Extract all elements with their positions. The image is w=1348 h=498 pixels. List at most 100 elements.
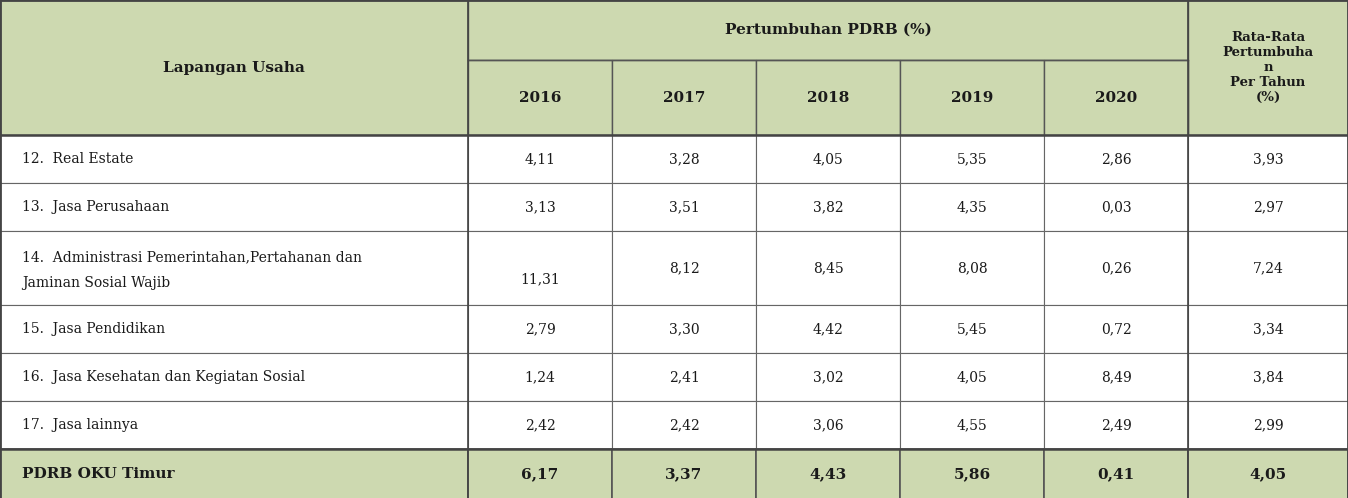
Text: 2,99: 2,99 — [1252, 418, 1283, 432]
Bar — [0, 401, 468, 449]
Text: 8,45: 8,45 — [813, 261, 844, 275]
Bar — [900, 183, 1043, 231]
Bar — [612, 401, 756, 449]
Bar — [756, 231, 900, 305]
Text: 0,41: 0,41 — [1097, 467, 1135, 481]
Bar — [468, 60, 612, 135]
Text: 2017: 2017 — [663, 91, 705, 105]
Bar — [612, 135, 756, 183]
Text: 11,31: 11,31 — [520, 272, 559, 286]
Text: Pertumbuhan PDRB (%): Pertumbuhan PDRB (%) — [725, 23, 931, 37]
Text: 2,49: 2,49 — [1100, 418, 1131, 432]
Bar — [900, 401, 1043, 449]
Bar — [1188, 231, 1348, 305]
Text: 4,05: 4,05 — [957, 370, 987, 384]
Text: 3,13: 3,13 — [524, 200, 555, 214]
Bar — [1188, 183, 1348, 231]
Text: 3,37: 3,37 — [666, 467, 702, 481]
Bar — [756, 183, 900, 231]
Text: 17.  Jasa lainnya: 17. Jasa lainnya — [22, 418, 137, 432]
Text: PDRB OKU Timur: PDRB OKU Timur — [22, 467, 174, 481]
Bar — [612, 449, 756, 498]
Text: Jaminan Sosial Wajib: Jaminan Sosial Wajib — [22, 276, 170, 290]
Text: 4,11: 4,11 — [524, 152, 555, 166]
Bar — [1188, 135, 1348, 183]
Bar — [612, 231, 756, 305]
Bar — [468, 183, 612, 231]
Bar — [612, 305, 756, 353]
Bar — [1188, 401, 1348, 449]
Text: 16.  Jasa Kesehatan dan Kegiatan Sosial: 16. Jasa Kesehatan dan Kegiatan Sosial — [22, 370, 305, 384]
Text: 3,30: 3,30 — [669, 322, 700, 336]
Bar — [468, 231, 612, 305]
Text: 3,82: 3,82 — [813, 200, 844, 214]
Text: 15.  Jasa Pendidikan: 15. Jasa Pendidikan — [22, 322, 164, 336]
Bar — [1188, 353, 1348, 401]
Text: 0,26: 0,26 — [1101, 261, 1131, 275]
Bar — [0, 0, 468, 135]
Bar — [900, 135, 1043, 183]
Text: 5,45: 5,45 — [957, 322, 987, 336]
Bar — [900, 305, 1043, 353]
Text: 2,41: 2,41 — [669, 370, 700, 384]
Bar — [0, 353, 468, 401]
Bar — [1043, 135, 1188, 183]
Bar — [900, 231, 1043, 305]
Bar — [612, 60, 756, 135]
Bar — [900, 449, 1043, 498]
Bar — [1043, 305, 1188, 353]
Text: 3,28: 3,28 — [669, 152, 700, 166]
Bar — [756, 135, 900, 183]
Text: 3,84: 3,84 — [1252, 370, 1283, 384]
Bar — [0, 231, 468, 305]
Bar — [756, 449, 900, 498]
Bar — [0, 183, 468, 231]
Bar — [756, 353, 900, 401]
Text: 3,02: 3,02 — [813, 370, 844, 384]
Text: 12.  Real Estate: 12. Real Estate — [22, 152, 133, 166]
Text: 6,17: 6,17 — [522, 467, 558, 481]
Bar — [0, 449, 468, 498]
Bar — [1188, 449, 1348, 498]
Bar — [468, 135, 612, 183]
Text: 2018: 2018 — [807, 91, 849, 105]
Text: 3,06: 3,06 — [813, 418, 844, 432]
Bar — [1188, 305, 1348, 353]
Text: 2020: 2020 — [1095, 91, 1138, 105]
Text: 8,08: 8,08 — [957, 261, 987, 275]
Bar — [612, 183, 756, 231]
Text: 4,55: 4,55 — [957, 418, 987, 432]
Text: 8,12: 8,12 — [669, 261, 700, 275]
Text: 2,79: 2,79 — [524, 322, 555, 336]
Bar — [756, 60, 900, 135]
Bar — [1043, 353, 1188, 401]
Text: Lapangan Usaha: Lapangan Usaha — [163, 60, 305, 75]
Text: 8,49: 8,49 — [1100, 370, 1131, 384]
Text: 7,24: 7,24 — [1252, 261, 1283, 275]
Bar — [1043, 449, 1188, 498]
Text: 5,86: 5,86 — [953, 467, 991, 481]
Text: 2,97: 2,97 — [1252, 200, 1283, 214]
Bar — [0, 305, 468, 353]
Text: 4,43: 4,43 — [809, 467, 847, 481]
Bar — [900, 353, 1043, 401]
Bar — [468, 305, 612, 353]
Bar — [612, 353, 756, 401]
Bar — [1043, 401, 1188, 449]
Text: 4,05: 4,05 — [813, 152, 844, 166]
Text: 3,51: 3,51 — [669, 200, 700, 214]
Bar — [756, 401, 900, 449]
Text: 13.  Jasa Perusahaan: 13. Jasa Perusahaan — [22, 200, 170, 214]
Bar — [900, 60, 1043, 135]
Text: 4,42: 4,42 — [813, 322, 844, 336]
Bar — [468, 449, 612, 498]
Bar — [468, 0, 1188, 60]
Text: 5,35: 5,35 — [957, 152, 987, 166]
Bar — [1043, 231, 1188, 305]
Text: 3,93: 3,93 — [1252, 152, 1283, 166]
Text: 2019: 2019 — [950, 91, 993, 105]
Text: Rata-Rata
Pertumbuha
n
Per Tahun
(%): Rata-Rata Pertumbuha n Per Tahun (%) — [1223, 31, 1313, 104]
Text: 4,05: 4,05 — [1250, 467, 1286, 481]
Bar — [756, 305, 900, 353]
Text: 2,42: 2,42 — [524, 418, 555, 432]
